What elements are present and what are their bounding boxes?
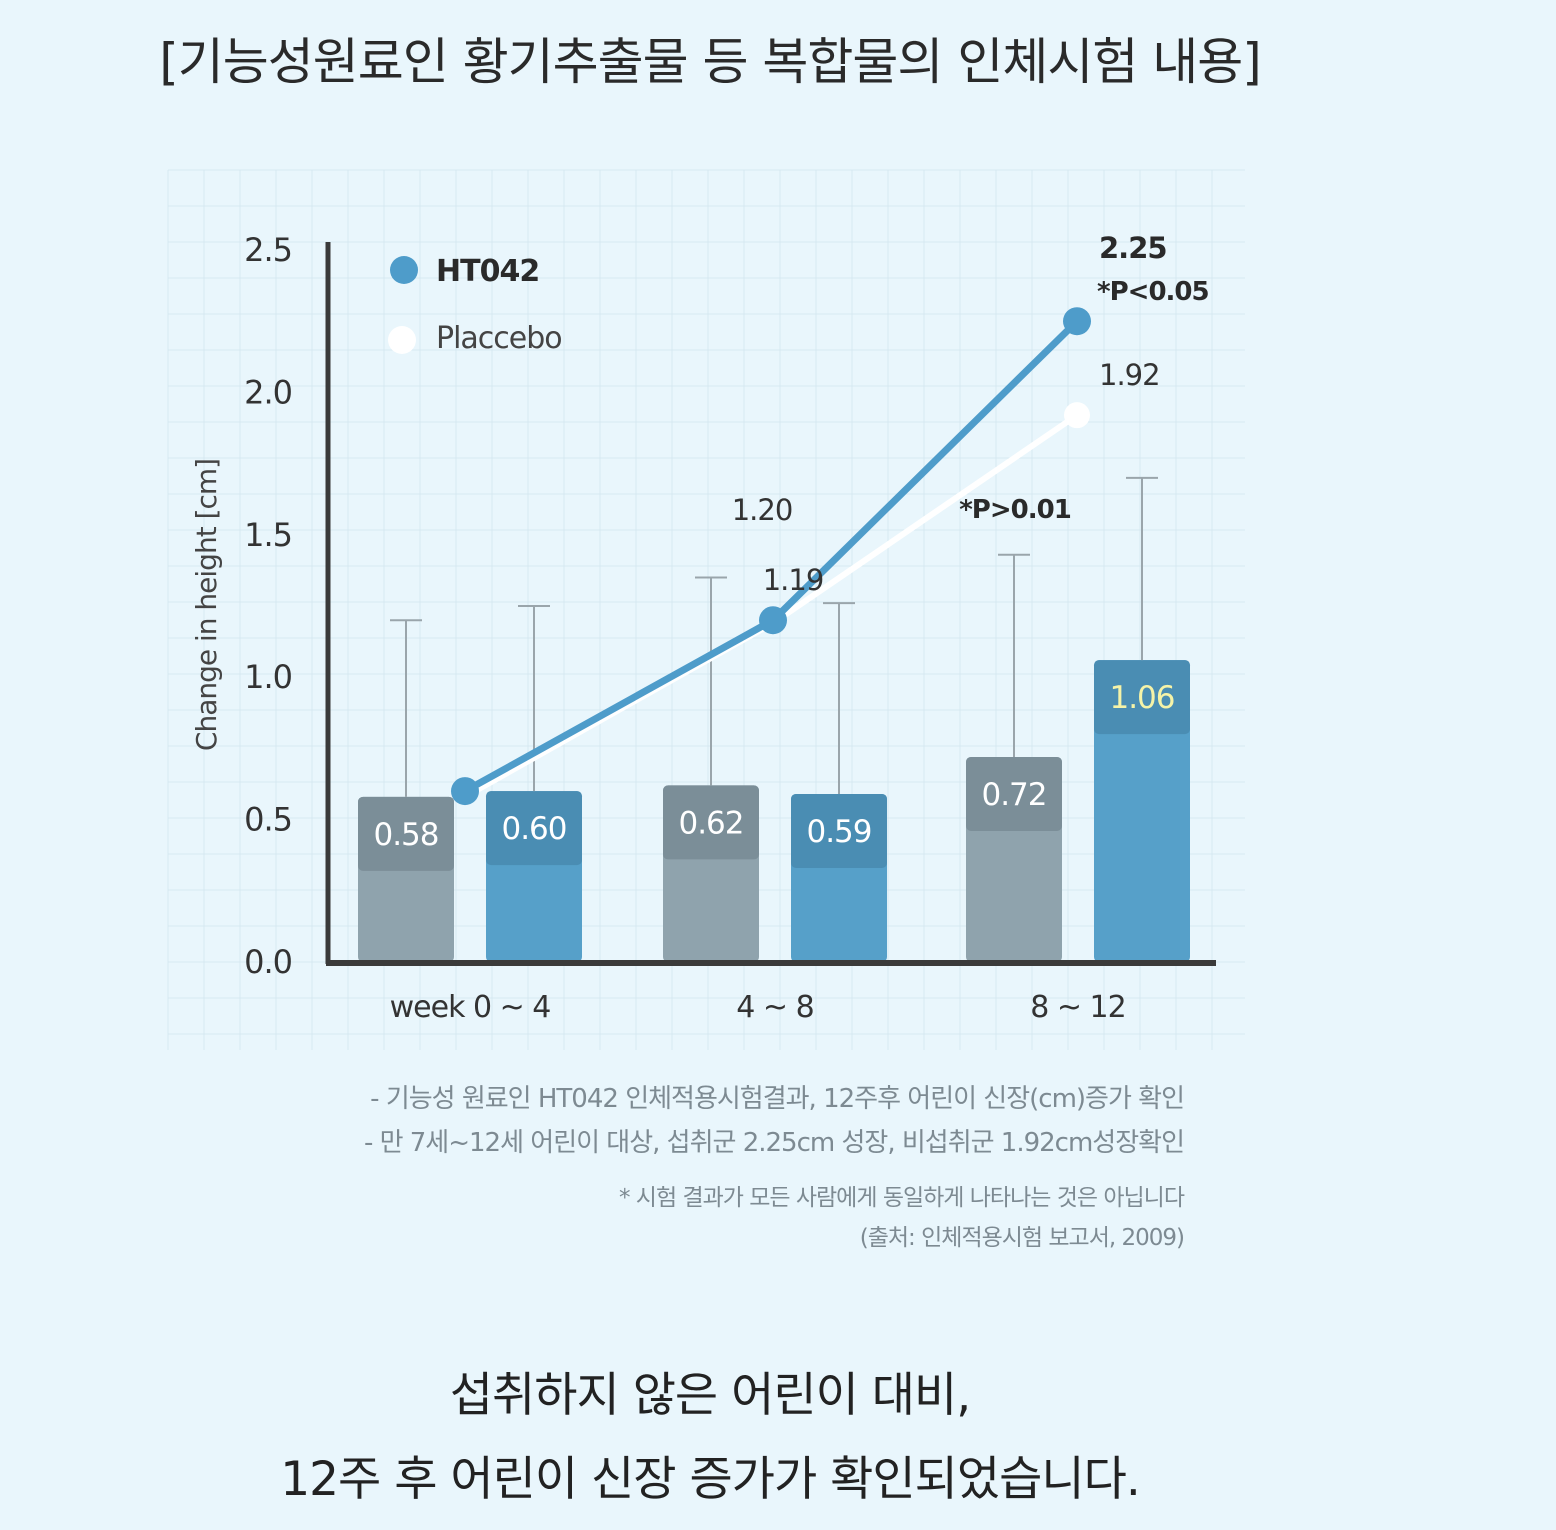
- bars: [358, 660, 1190, 962]
- significance-annotation-placebo: *P>0.01: [959, 495, 1071, 525]
- chart-labels: 0.58 0.62 0.72 0.60 0.59 1.06 1.20 1.19 2.25 *P<0…: [373, 231, 1209, 853]
- legend-ht042-marker: [390, 256, 418, 284]
- axes: 0.0 0.5 1.0 1.5 2.0 2.5 Change in height [cm] w…: [190, 231, 1216, 1025]
- ht042-bar-value-label: 0.59: [806, 814, 871, 850]
- x-category-label: 4 ~ 8: [736, 990, 813, 1025]
- ht042-line-point: [1063, 307, 1091, 336]
- placebo-bar-cap: [663, 785, 759, 860]
- significance-annotation-ht042: *P<0.05: [1097, 277, 1209, 307]
- ht042-line-point: [759, 606, 787, 635]
- y-tick-label: 1.5: [244, 516, 292, 554]
- ht042-cumulative-line: [463, 318, 1080, 795]
- y-tick-label: 1.0: [244, 658, 292, 696]
- legend-ht042-label: HT042: [436, 254, 539, 289]
- note-source: (출처: 인체적용시험 보고서, 2009): [859, 1225, 1185, 1251]
- y-tick-label: 2.0: [244, 373, 292, 411]
- placebo-bar-value-label: 0.58: [373, 817, 438, 853]
- page-title: [기능성원료인 황기추출물 등 복합물의 인체시험 내용]: [159, 33, 1261, 91]
- placebo-bar-cap: [966, 756, 1062, 831]
- ht042-bar-value-label: 0.60: [501, 811, 566, 847]
- height-change-chart: 0.0 0.5 1.0 1.5 2.0 2.5 Change in height [cm] w…: [167, 169, 1245, 1050]
- placebo-cumulative-label-8wk: 1.19: [763, 563, 824, 597]
- ht042-cumulative-label-8wk: 1.20: [732, 493, 793, 527]
- caption-line-1: 섭취하지 않은 어린이 대비,: [449, 1368, 971, 1423]
- y-tick-label: 2.5: [244, 231, 292, 269]
- ht042-bar-value-label: 1.06: [1109, 680, 1174, 716]
- placebo-bar-cap: [358, 796, 454, 871]
- x-category-label: week 0 ~ 4: [390, 990, 551, 1025]
- legend-placebo-marker: [388, 326, 416, 354]
- ht042-bar: [1094, 660, 1190, 962]
- placebo-cumulative-label-12wk: 1.92: [1099, 358, 1160, 392]
- y-tick-label: 0.5: [244, 801, 292, 839]
- cumulative-lines: [451, 307, 1091, 806]
- note-result: - 기능성 원료인 HT042 인체적용시험결과, 12주후 어린이 신장(cm…: [370, 1084, 1185, 1114]
- note-disclaimer: * 시험 결과가 모든 사람에게 동일하게 나타나는 것은 아닙니다: [619, 1185, 1185, 1211]
- ht042-line-point: [451, 777, 479, 806]
- ht042-bar-cap: [791, 793, 887, 868]
- ht042-bar-cap: [486, 791, 582, 866]
- caption-line-2: 12주 후 어린이 신장 증가가 확인되었습니다.: [280, 1452, 1141, 1507]
- y-tick-label: 0.0: [244, 943, 292, 981]
- ht042-cumulative-label-12wk: 2.25: [1099, 231, 1167, 265]
- placebo-line-point: [1064, 402, 1090, 429]
- legend-placebo-label: Placcebo: [436, 321, 562, 356]
- x-category-label: 8 ~ 12: [1030, 990, 1125, 1025]
- y-axis-title: Change in height [cm]: [190, 459, 223, 751]
- note-subjects: - 만 7세~12세 어린이 대상, 섭취군 2.25cm 성장, 비섭취군 1…: [363, 1128, 1185, 1158]
- placebo-bar-value-label: 0.62: [678, 805, 743, 841]
- ht042-bar-cap: [1094, 660, 1190, 735]
- placebo-bar-value-label: 0.72: [981, 777, 1046, 813]
